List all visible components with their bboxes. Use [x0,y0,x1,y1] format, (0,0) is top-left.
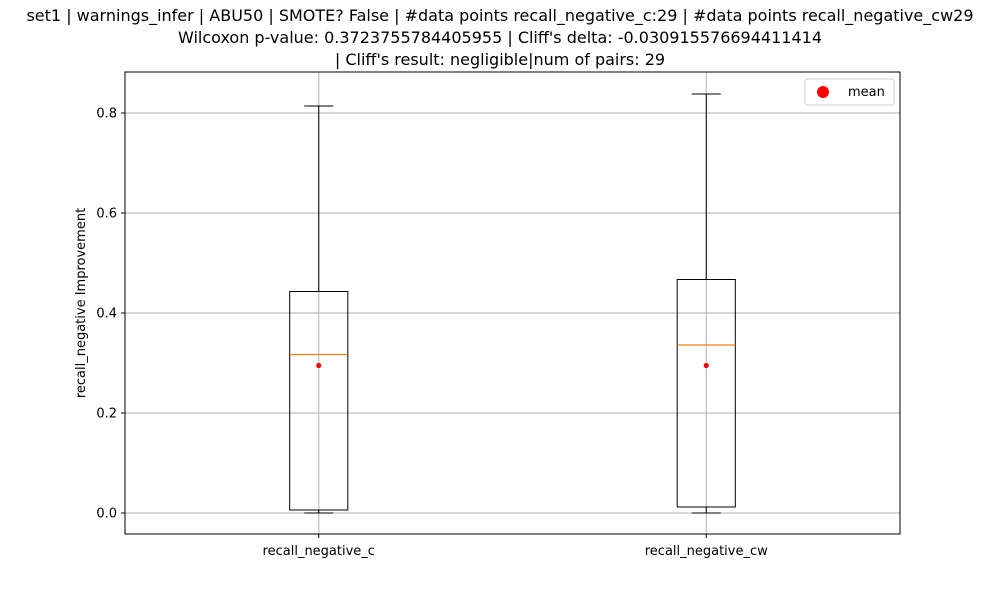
box-layer [289,93,736,514]
y-tick-label: 0.2 [96,407,117,422]
chart-title-line-3: | Cliff's result: negligible|num of pair… [334,50,666,69]
x-tick-label: recall_negative_cw [645,544,768,559]
plot-frame [124,71,901,535]
y-tick-label: 0.8 [96,107,117,122]
legend-mean-marker [817,86,829,98]
y-tick-label: 0.4 [96,307,117,322]
mean-point [316,362,322,369]
chart-title-line-2: Wilcoxon p-value: 0.3723755784405955 | C… [177,28,822,47]
axis-layer: 0.0 0.2 0.4 0.6 0.8 recall_negative_c recall_n… [96,107,768,560]
y-tick-label: 0.0 [96,507,117,522]
grid-layer [125,72,900,534]
y-tick-label: 0.6 [96,207,117,222]
box-iqr [676,279,736,508]
x-tick-label: recall_negative_c [263,544,375,559]
legend: mean [804,78,895,106]
chart-title-line-1: set1 | warnings_infer | ABU50 | SMOTE? F… [26,6,974,25]
y-axis-label: recall_negative Improvement [74,208,89,398]
mean-point [703,362,709,369]
legend-mean-label: mean [848,85,885,100]
legend-frame [804,78,895,106]
box-iqr [289,291,349,511]
